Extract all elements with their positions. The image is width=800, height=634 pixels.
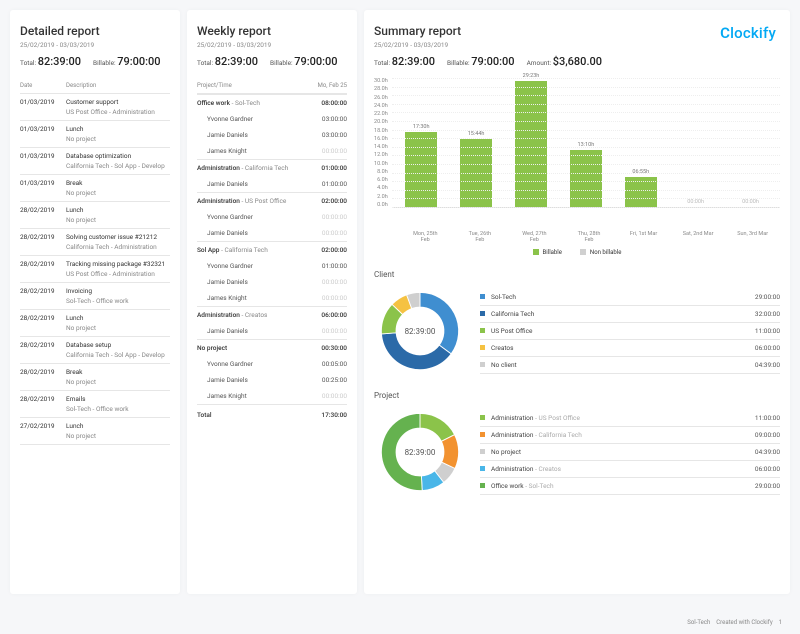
weekly-group: Administration - Creatos06:00:00: [197, 306, 347, 323]
detailed-row: 28/02/2019Database setupCalifornia Tech …: [20, 337, 170, 364]
detailed-row: 28/02/2019InvoicingSol-Tech - Office wor…: [20, 283, 170, 310]
weekly-row: Yvonne Gardner00:00:00: [197, 209, 347, 225]
detailed-daterange: 25/02/2019 - 03/03/2019: [20, 41, 170, 49]
breakdown-row: Administration - Creatos06:00:00: [480, 461, 780, 478]
project-section-title: Project: [374, 391, 780, 400]
detailed-row: 28/02/2019EmailsSol-Tech - Office work: [20, 391, 170, 418]
weekly-row: Jamie Daniels00:25:00: [197, 372, 347, 388]
page-footer: Sol-Tech Created with Clockify 1: [687, 619, 782, 626]
detailed-title: Detailed report: [20, 24, 170, 38]
clockify-logo: Clockify: [720, 24, 776, 42]
breakdown-row: No client04:39:00: [480, 357, 780, 374]
legend-item: Non billable: [580, 249, 622, 256]
weekly-row: James Knight00:00:00: [197, 290, 347, 306]
summary-title: Summary report: [374, 24, 780, 38]
weekly-total-row: Total 17:30:00: [197, 404, 347, 423]
detailed-row: 28/02/2019Solving customer issue #21212C…: [20, 229, 170, 256]
weekly-group: No project00:30:00: [197, 339, 347, 356]
breakdown-row: Administration - US Post Office11:00:00: [480, 410, 780, 427]
summary-report-panel: Clockify Summary report 25/02/2019 - 03/…: [364, 10, 790, 594]
bar: 15:44h: [460, 78, 492, 207]
breakdown-row: Office work - Sol-Tech29:00:00: [480, 478, 780, 495]
detailed-row: 27/02/2019LunchNo project: [20, 418, 170, 445]
bar: 06:55h: [625, 78, 657, 207]
detailed-row: 28/02/2019LunchNo project: [20, 202, 170, 229]
bar: 17:30h: [405, 78, 437, 207]
detailed-row: 01/03/2019BreakNo project: [20, 175, 170, 202]
legend-item: Billable: [533, 249, 562, 256]
summary-bar-chart: 30.0h28.0h26.0h24.0h22.0h20.0h18.0h16.0h…: [374, 78, 780, 256]
project-donut-chart: 82:39:00: [374, 406, 466, 498]
weekly-group: Administration - US Post Office02:00:00: [197, 192, 347, 209]
breakdown-row: No project04:39:00: [480, 444, 780, 461]
breakdown-row: Creatos06:00:00: [480, 340, 780, 357]
weekly-group: Office work - Sol-Tech08:00:00: [197, 94, 347, 111]
weekly-row: Jamie Daniels00:00:00: [197, 274, 347, 290]
breakdown-row: Administration - California Tech09:00:00: [480, 427, 780, 444]
breakdown-row: Sol-Tech29:00:00: [480, 289, 780, 306]
weekly-row: Yvonne Gardner00:05:00: [197, 356, 347, 372]
weekly-row: James Knight00:00:00: [197, 143, 347, 159]
breakdown-row: US Post Office11:00:00: [480, 323, 780, 340]
detailed-row: 01/03/2019Customer supportUS Post Office…: [20, 94, 170, 121]
bar: 00:00h: [735, 78, 767, 207]
weekly-row: Jamie Daniels00:00:00: [197, 323, 347, 339]
detailed-row: 01/03/2019LunchNo project: [20, 121, 170, 148]
weekly-row: Yvonne Gardner01:00:00: [197, 258, 347, 274]
detailed-header: Date Description: [20, 78, 170, 94]
client-donut-chart: 82:39:00: [374, 285, 466, 377]
breakdown-row: California Tech32:00:00: [480, 306, 780, 323]
weekly-group: Sol App - California Tech02:00:00: [197, 241, 347, 258]
detailed-row: 28/02/2019Tracking missing package #3232…: [20, 256, 170, 283]
weekly-title: Weekly report: [197, 24, 347, 38]
weekly-row: Jamie Daniels03:00:00: [197, 127, 347, 143]
bar: 29:23h: [515, 78, 547, 207]
weekly-row: Jamie Daniels00:00:00: [197, 225, 347, 241]
weekly-row: Jamie Daniels01:00:00: [197, 176, 347, 192]
detailed-report-panel: Detailed report 25/02/2019 - 03/03/2019 …: [10, 10, 180, 594]
detailed-row: 01/03/2019Database optimizationCaliforni…: [20, 148, 170, 175]
bar: 13:10h: [570, 78, 602, 207]
weekly-daterange: 25/02/2019 - 03/03/2019: [197, 41, 347, 49]
detailed-row: 28/02/2019LunchNo project: [20, 310, 170, 337]
bar: 00:00h: [680, 78, 712, 207]
weekly-row: James Knight00:00:00: [197, 388, 347, 404]
weekly-report-panel: Weekly report 25/02/2019 - 03/03/2019 To…: [187, 10, 357, 594]
client-section-title: Client: [374, 270, 780, 279]
weekly-group: Administration - California Tech01:00:00: [197, 159, 347, 176]
detailed-row: 28/02/2019BreakNo project: [20, 364, 170, 391]
weekly-row: Yvonne Gardner03:00:00: [197, 111, 347, 127]
summary-daterange: 25/02/2019 - 03/03/2019: [374, 41, 780, 49]
